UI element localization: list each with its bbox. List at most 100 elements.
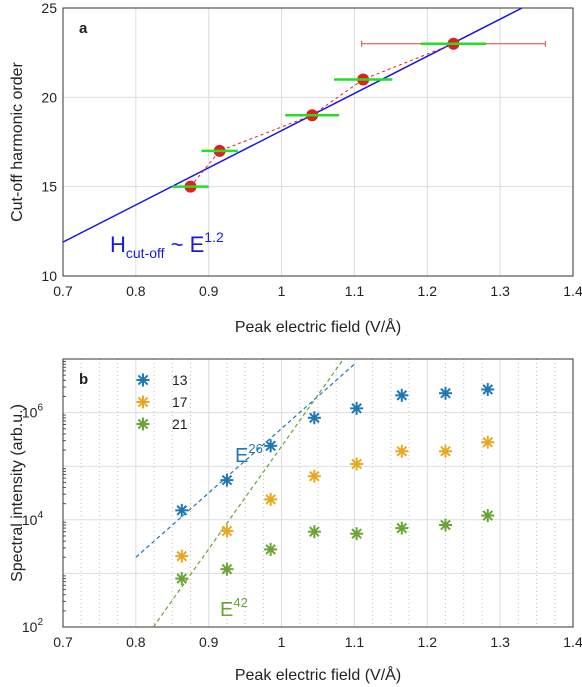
x-tick-label: 1.1	[345, 634, 365, 650]
x-tick-label: 0.7	[53, 634, 73, 650]
series-17-point	[175, 549, 189, 563]
panel-a-fit-annotation: Hcut-off ~ E1.2	[110, 229, 224, 261]
star-stroke	[482, 384, 494, 395]
fit-label-E26: E26	[235, 441, 263, 467]
star-stroke	[137, 396, 149, 408]
fit-label-exp: 42	[233, 595, 247, 610]
star-stroke	[221, 563, 233, 575]
x-tick-label: 1.4	[563, 634, 582, 650]
series-13-point	[220, 473, 234, 487]
legend-label-17: 17	[172, 394, 188, 410]
star-stroke	[309, 470, 320, 482]
fit-label-exp: 26	[248, 441, 262, 456]
star-stroke	[396, 390, 408, 401]
annot-main: H	[110, 232, 126, 257]
y-tick-base: 10	[22, 405, 38, 421]
star-stroke	[396, 445, 408, 457]
series-13-point	[439, 386, 452, 400]
x-tick-label: 1.2	[418, 634, 438, 650]
series-21-point	[439, 518, 452, 532]
panel-b-axes	[62, 358, 574, 628]
star-stroke	[265, 440, 276, 452]
panel-a-frame	[62, 7, 574, 277]
star-stroke	[351, 528, 362, 540]
y-tick-label: 25	[41, 0, 57, 16]
star-stroke	[137, 374, 149, 386]
y-tick-label: 104	[22, 510, 44, 528]
series-17-point	[264, 492, 278, 506]
y-tick-label: 106	[22, 403, 44, 421]
star-stroke	[176, 505, 188, 516]
star-stroke	[351, 458, 362, 470]
panel-b-frame	[62, 358, 574, 628]
panel-b-legend: 13 17 21	[136, 372, 188, 432]
series-13-point	[175, 503, 189, 517]
y-tick-base: 10	[22, 619, 38, 635]
star-stroke	[351, 403, 362, 414]
y-tick-base: 10	[22, 512, 38, 528]
star-stroke	[265, 544, 276, 555]
star-stroke	[482, 510, 494, 521]
panel-a-grid	[62, 7, 574, 277]
fit-line-E42	[152, 359, 344, 627]
series-13-point	[350, 401, 364, 415]
x-tick-label: 0.8	[126, 634, 146, 650]
panel-b-plot-area	[135, 359, 495, 627]
star-stroke	[482, 436, 494, 448]
panel-a-x-axis-label: Peak electric field (V/Å)	[235, 317, 401, 336]
star-stroke	[176, 550, 188, 562]
series-21-point	[220, 562, 234, 576]
series-17-point	[395, 444, 409, 458]
series-13-point	[264, 439, 278, 453]
star-stroke	[309, 526, 320, 537]
series-17-point	[439, 444, 452, 458]
legend-label-21: 21	[172, 416, 188, 432]
star-stroke	[221, 474, 233, 486]
x-tick-label: 1.1	[345, 283, 365, 299]
star-stroke	[440, 519, 451, 531]
annot-sup: 1.2	[204, 229, 224, 245]
y-tick-exp: 2	[37, 617, 43, 628]
x-tick-label: 1.3	[490, 283, 510, 299]
y-tick-label: 20	[41, 89, 57, 105]
x-tick-label: 1.3	[490, 634, 510, 650]
x-tick-label: 1.2	[418, 283, 438, 299]
panel-b-y-axis-label: Spectral intensity (arb.u.)	[9, 404, 26, 582]
fit-label-E42: E42	[220, 595, 248, 621]
series-17-point	[481, 435, 495, 449]
panel-b-x-axis-label: Peak electric field (V/Å)	[235, 665, 401, 684]
series-21-point	[264, 542, 278, 556]
series-21-point	[307, 525, 321, 539]
panel-a-axes	[62, 7, 574, 277]
star-stroke	[440, 387, 451, 399]
panel-a-y-axis-label: Cut-off harmonic order	[9, 61, 26, 221]
series-13-point	[481, 382, 495, 396]
fit-label-base: E	[235, 445, 248, 467]
legend-marker-13	[136, 373, 150, 387]
panel-a-letter: a	[79, 20, 88, 37]
x-tick-label: 0.9	[199, 634, 219, 650]
y-tick-label: 102	[22, 617, 44, 635]
series-17-point	[350, 457, 364, 471]
x-tick-label: 0.9	[199, 283, 219, 299]
series-17-point	[220, 524, 234, 538]
x-tick-label: 1	[278, 634, 286, 650]
annot-sub: cut-off	[126, 245, 165, 261]
series-17-point	[307, 469, 321, 483]
star-stroke	[137, 418, 149, 430]
star-stroke	[176, 573, 188, 584]
panel-a: 0.7 0.8 0.9 1 1.1 1.2 1.3 1.4 10 15 20 25 a Hcut-of…	[9, 0, 582, 336]
star-stroke	[440, 445, 451, 457]
x-tick-label: 1	[278, 283, 286, 299]
y-tick-exp: 6	[37, 403, 43, 414]
series-21-point	[175, 572, 189, 586]
series-13-point	[395, 388, 409, 402]
panel-a-plot-area	[63, 8, 546, 243]
star-stroke	[265, 494, 276, 505]
panel-b-letter: b	[79, 371, 88, 388]
x-tick-label: 1.4	[563, 283, 582, 299]
